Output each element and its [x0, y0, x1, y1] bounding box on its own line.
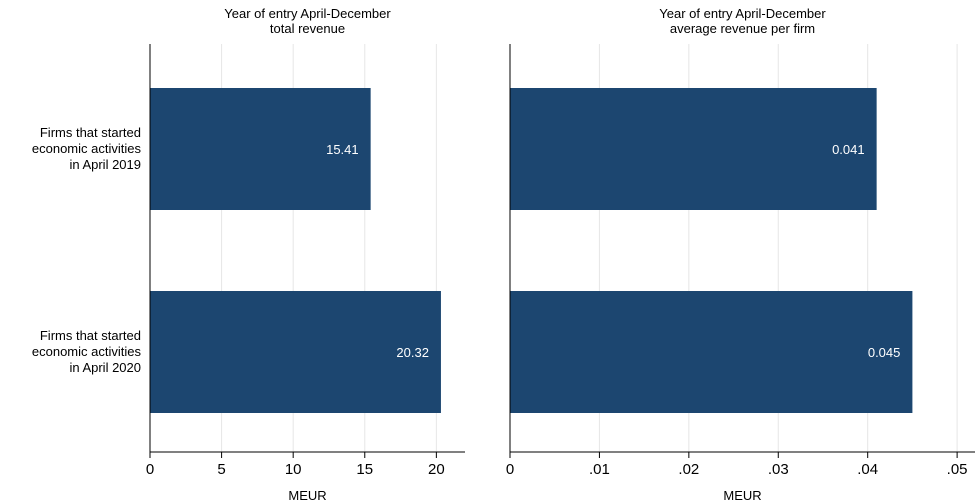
category-label: in April 2020: [69, 360, 141, 375]
x-axis-label: MEUR: [723, 488, 761, 503]
category-label: economic activities: [32, 141, 142, 156]
x-tick-label: 20: [428, 461, 445, 478]
chart-title-line2: average revenue per firm: [670, 21, 815, 36]
category-label: in April 2019: [69, 157, 141, 172]
x-tick-label: 5: [217, 461, 225, 478]
bar: [510, 88, 877, 210]
category-label: Firms that started: [40, 125, 141, 140]
x-tick-label: 15: [356, 461, 373, 478]
x-tick-label: .05: [947, 461, 968, 478]
x-tick-label: .01: [589, 461, 610, 478]
x-axis-label: MEUR: [288, 488, 326, 503]
category-label: Firms that started: [40, 328, 141, 343]
bar-value-label: 0.045: [868, 345, 901, 360]
x-tick-label: 0: [146, 461, 154, 478]
x-tick-label: .02: [678, 461, 699, 478]
chart-title-line1: Year of entry April-December: [659, 6, 826, 21]
bar: [150, 88, 371, 210]
bar-value-label: 15.41: [326, 142, 359, 157]
x-tick-label: 10: [285, 461, 302, 478]
category-label: economic activities: [32, 344, 142, 359]
chart-title-line1: Year of entry April-December: [224, 6, 391, 21]
bar: [510, 291, 913, 413]
x-tick-label: .03: [768, 461, 789, 478]
bar-value-label: 20.32: [396, 345, 429, 360]
x-tick-label: .04: [857, 461, 878, 478]
bar: [150, 291, 441, 413]
chart-title-line2: total revenue: [270, 21, 345, 36]
bar-value-label: 0.041: [832, 142, 865, 157]
x-tick-label: 0: [506, 461, 514, 478]
